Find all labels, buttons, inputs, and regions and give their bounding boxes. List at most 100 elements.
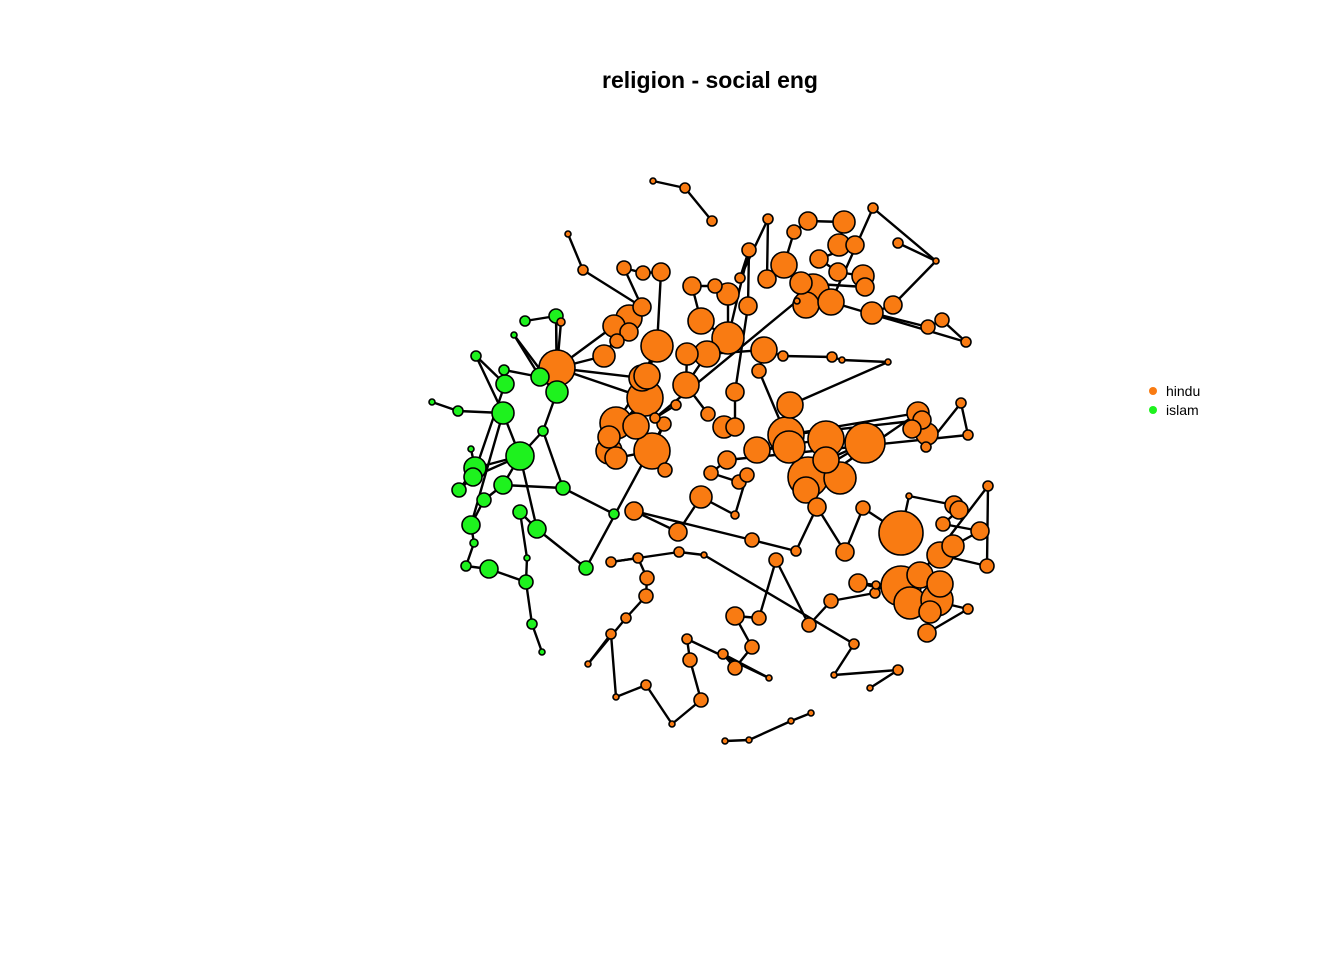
node-hindu bbox=[962, 429, 974, 441]
node-hindu bbox=[672, 371, 700, 399]
node-hindu bbox=[932, 257, 940, 265]
legend-label-hindu: hindu bbox=[1166, 383, 1200, 399]
network-edge bbox=[781, 354, 834, 359]
node-islam bbox=[491, 401, 515, 425]
node-hindu bbox=[632, 552, 644, 564]
node-hindu bbox=[668, 522, 688, 542]
node-islam bbox=[505, 441, 535, 471]
node-hindu bbox=[620, 612, 632, 624]
node-islam bbox=[495, 374, 515, 394]
network-edge bbox=[535, 527, 588, 570]
network-edge bbox=[469, 411, 505, 527]
node-hindu bbox=[866, 684, 874, 692]
node-hindu bbox=[751, 363, 767, 379]
node-hindu bbox=[855, 277, 875, 297]
node-islam bbox=[461, 515, 481, 535]
node-hindu bbox=[700, 406, 716, 422]
node-hindu bbox=[838, 356, 846, 364]
node-hindu bbox=[883, 295, 903, 315]
node-hindu bbox=[738, 296, 758, 316]
node-hindu bbox=[649, 177, 657, 185]
network-edge bbox=[747, 719, 793, 742]
node-islam bbox=[452, 405, 464, 417]
node-hindu bbox=[776, 391, 804, 419]
node-hindu bbox=[789, 271, 813, 295]
node-islam bbox=[510, 331, 518, 339]
node-hindu bbox=[707, 278, 723, 294]
node-hindu bbox=[835, 542, 855, 562]
node-hindu bbox=[807, 497, 827, 517]
node-hindu bbox=[892, 664, 904, 676]
node-hindu bbox=[970, 521, 990, 541]
node-hindu bbox=[597, 425, 621, 449]
node-hindu bbox=[711, 321, 745, 355]
network-edge bbox=[829, 206, 875, 304]
node-hindu bbox=[792, 476, 820, 504]
node-hindu bbox=[801, 617, 817, 633]
node-hindu bbox=[577, 264, 589, 276]
node-hindu bbox=[632, 297, 652, 317]
legend-label-islam: islam bbox=[1166, 402, 1199, 418]
node-hindu bbox=[622, 412, 650, 440]
node-hindu bbox=[679, 182, 691, 194]
legend: hindu islam bbox=[1149, 383, 1200, 418]
node-islam bbox=[512, 504, 528, 520]
node-hindu bbox=[917, 623, 937, 643]
node-hindu bbox=[734, 272, 746, 284]
node-hindu bbox=[624, 501, 644, 521]
node-hindu bbox=[670, 399, 682, 411]
node-hindu bbox=[798, 211, 818, 231]
node-hindu bbox=[556, 317, 566, 327]
node-hindu bbox=[687, 307, 715, 335]
node-hindu bbox=[949, 500, 969, 520]
node-hindu bbox=[844, 422, 886, 464]
legend-item-hindu: hindu bbox=[1149, 383, 1200, 399]
network-edge bbox=[566, 232, 585, 272]
network-edge bbox=[784, 411, 920, 437]
node-hindu bbox=[682, 652, 698, 668]
node-hindu bbox=[725, 417, 745, 437]
network-edge bbox=[832, 642, 856, 677]
node-islam bbox=[463, 467, 483, 487]
node-hindu bbox=[700, 551, 708, 559]
network-edge bbox=[896, 241, 938, 263]
node-hindu bbox=[955, 397, 967, 409]
node-hindu bbox=[770, 251, 798, 279]
network-edge bbox=[765, 217, 770, 281]
node-hindu bbox=[884, 358, 892, 366]
node-islam bbox=[493, 475, 513, 495]
node-hindu bbox=[979, 558, 995, 574]
node-hindu bbox=[703, 465, 719, 481]
network-edge bbox=[501, 483, 565, 490]
node-hindu bbox=[935, 516, 951, 532]
node-hindu bbox=[693, 692, 709, 708]
node-hindu bbox=[828, 262, 848, 282]
nodes-layer bbox=[428, 177, 995, 745]
node-islam bbox=[479, 559, 499, 579]
node-hindu bbox=[934, 312, 950, 328]
node-hindu bbox=[727, 660, 743, 676]
node-hindu bbox=[832, 210, 856, 234]
node-hindu bbox=[717, 648, 729, 660]
node-hindu bbox=[741, 242, 757, 258]
node-hindu bbox=[649, 412, 661, 424]
node-islam bbox=[451, 482, 467, 498]
network-edge bbox=[541, 429, 565, 490]
network-edge bbox=[788, 360, 890, 407]
node-hindu bbox=[826, 351, 838, 363]
node-hindu bbox=[633, 432, 671, 470]
node-hindu bbox=[823, 593, 839, 609]
node-hindu bbox=[592, 344, 616, 368]
node-hindu bbox=[926, 570, 954, 598]
node-hindu bbox=[892, 237, 904, 249]
node-hindu bbox=[657, 462, 673, 478]
node-hindu bbox=[768, 552, 784, 568]
node-hindu bbox=[762, 213, 774, 225]
node-hindu bbox=[855, 500, 871, 516]
network-edge bbox=[723, 738, 751, 743]
node-islam bbox=[537, 425, 549, 437]
node-hindu bbox=[809, 249, 829, 269]
node-islam bbox=[526, 618, 538, 630]
node-islam bbox=[428, 398, 436, 406]
